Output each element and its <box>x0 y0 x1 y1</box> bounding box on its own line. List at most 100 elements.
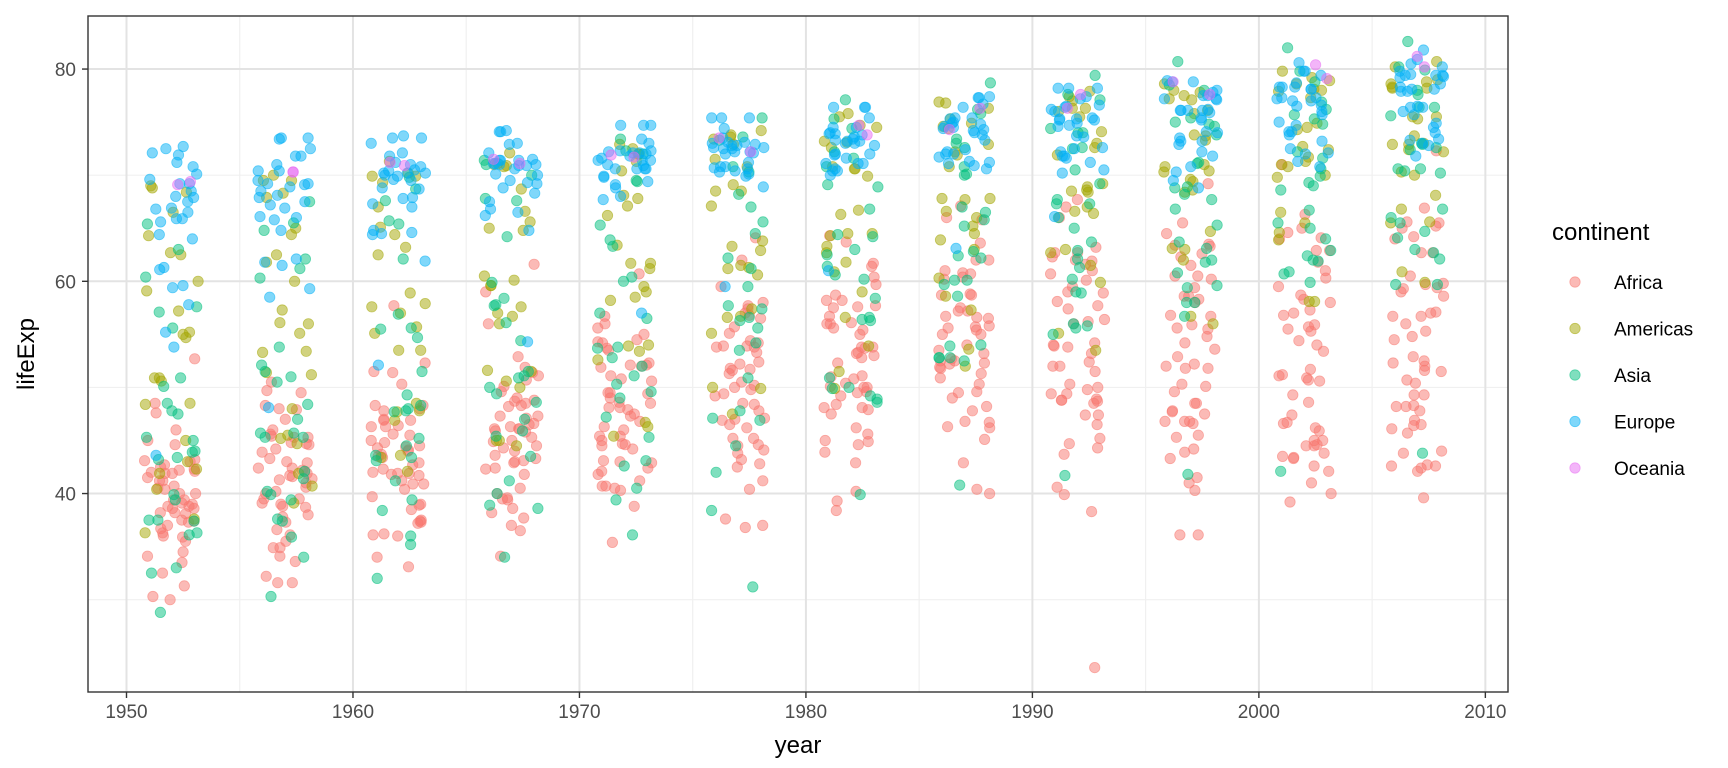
point <box>862 428 874 440</box>
point <box>1418 61 1431 73</box>
point <box>872 181 884 193</box>
point <box>528 258 540 270</box>
point <box>1173 236 1185 248</box>
point <box>383 215 395 227</box>
point <box>406 191 419 204</box>
point <box>1203 165 1215 177</box>
point <box>853 119 865 131</box>
point <box>754 244 767 257</box>
point <box>168 488 180 501</box>
point <box>735 453 748 466</box>
point <box>171 451 183 464</box>
point <box>727 179 739 191</box>
point <box>600 411 612 423</box>
point <box>407 478 419 490</box>
point <box>504 174 516 187</box>
point <box>274 542 286 554</box>
point <box>974 102 986 114</box>
point <box>1394 217 1406 229</box>
point <box>529 187 541 199</box>
point <box>728 381 741 393</box>
point <box>1090 344 1102 356</box>
point <box>483 222 495 234</box>
point <box>1288 307 1300 319</box>
point <box>1047 339 1060 351</box>
point <box>1431 278 1444 291</box>
point <box>1284 143 1297 155</box>
point <box>1192 429 1204 441</box>
point <box>273 474 285 486</box>
point <box>980 400 993 413</box>
point <box>494 410 506 422</box>
point <box>1305 83 1317 95</box>
point <box>832 229 844 241</box>
legend-key-africa <box>1569 276 1581 288</box>
point <box>188 515 200 527</box>
point <box>751 346 763 358</box>
point <box>1065 185 1078 197</box>
point <box>147 590 159 603</box>
point <box>975 367 987 380</box>
point <box>757 181 769 193</box>
point <box>288 427 300 439</box>
point <box>605 370 617 382</box>
point <box>478 270 490 282</box>
point <box>501 231 513 243</box>
point <box>940 310 952 322</box>
point <box>1172 351 1184 363</box>
point <box>1290 119 1302 131</box>
point <box>745 262 757 275</box>
point <box>391 170 404 182</box>
point <box>415 344 427 356</box>
point <box>861 170 874 182</box>
point <box>1418 492 1430 504</box>
point <box>645 119 657 131</box>
point <box>160 326 172 338</box>
point <box>490 299 502 311</box>
point <box>402 561 415 573</box>
point <box>596 434 608 447</box>
point <box>632 192 644 205</box>
point <box>378 528 390 540</box>
point <box>836 294 848 306</box>
point <box>1063 119 1075 131</box>
point <box>1179 188 1191 200</box>
point <box>490 388 503 400</box>
point <box>1207 318 1219 330</box>
point <box>419 297 431 310</box>
point <box>706 112 718 124</box>
point <box>618 460 630 472</box>
point <box>968 228 981 240</box>
point <box>1179 337 1191 349</box>
point <box>276 259 288 271</box>
point <box>1404 101 1417 113</box>
point <box>615 119 627 131</box>
point <box>166 467 178 479</box>
point <box>978 124 990 136</box>
point <box>306 480 318 492</box>
point <box>718 388 730 400</box>
point <box>486 276 498 288</box>
point <box>1307 180 1319 192</box>
point <box>963 343 975 355</box>
point <box>747 581 759 593</box>
point <box>1429 460 1442 472</box>
point <box>592 154 604 166</box>
point <box>1095 126 1108 138</box>
point <box>1409 243 1421 256</box>
point <box>1309 319 1321 331</box>
point <box>642 339 655 351</box>
point <box>950 133 963 145</box>
point <box>511 392 523 404</box>
point <box>983 91 996 103</box>
point <box>944 352 956 364</box>
point <box>405 530 417 542</box>
point <box>1287 95 1299 107</box>
point <box>404 287 416 299</box>
point <box>1414 405 1426 417</box>
point <box>1070 322 1082 334</box>
point <box>184 397 196 409</box>
point <box>871 396 883 408</box>
series-africa <box>139 145 1450 674</box>
point <box>264 452 276 465</box>
